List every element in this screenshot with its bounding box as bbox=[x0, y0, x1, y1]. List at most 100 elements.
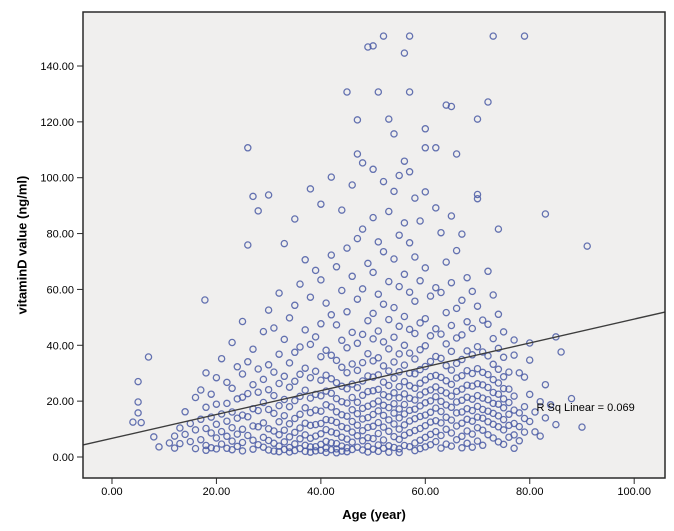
data-point bbox=[499, 395, 508, 403]
data-point bbox=[390, 187, 398, 196]
data-point bbox=[343, 412, 351, 420]
data-point bbox=[478, 426, 487, 434]
data-point bbox=[379, 338, 388, 346]
data-point bbox=[306, 293, 315, 301]
data-point bbox=[390, 389, 398, 397]
data-point bbox=[343, 385, 351, 393]
data-point bbox=[280, 411, 289, 420]
data-point bbox=[249, 380, 257, 389]
data-point bbox=[275, 401, 283, 410]
data-point bbox=[421, 144, 430, 152]
data-point bbox=[437, 354, 445, 363]
data-point bbox=[447, 278, 456, 287]
data-point bbox=[499, 328, 508, 336]
data-point bbox=[531, 428, 539, 436]
data-point bbox=[400, 270, 409, 279]
data-point bbox=[494, 412, 503, 420]
data-point bbox=[317, 276, 325, 284]
data-point bbox=[484, 370, 492, 379]
data-point bbox=[379, 247, 388, 256]
data-point bbox=[536, 397, 544, 406]
data-point bbox=[228, 437, 236, 445]
data-point bbox=[473, 364, 482, 373]
data-point bbox=[374, 429, 383, 438]
data-point bbox=[583, 242, 591, 250]
data-point bbox=[338, 397, 346, 406]
data-point bbox=[233, 442, 242, 451]
data-point bbox=[285, 359, 294, 367]
data-point bbox=[291, 428, 299, 437]
data-point bbox=[238, 447, 247, 455]
data-point bbox=[468, 369, 477, 378]
data-point bbox=[358, 159, 367, 167]
data-point bbox=[546, 401, 555, 409]
data-point bbox=[552, 420, 560, 429]
data-point bbox=[468, 430, 477, 438]
data-point bbox=[129, 418, 137, 426]
data-point bbox=[369, 335, 377, 343]
data-point bbox=[228, 423, 236, 432]
data-point bbox=[369, 165, 377, 174]
data-point bbox=[254, 207, 262, 215]
data-point bbox=[369, 309, 377, 318]
data-point bbox=[270, 447, 278, 455]
data-point bbox=[353, 398, 362, 407]
data-point bbox=[364, 349, 372, 358]
data-point bbox=[374, 354, 383, 362]
data-point bbox=[463, 318, 471, 326]
y-tick-label: 60.00 bbox=[46, 284, 74, 296]
data-point bbox=[134, 377, 142, 386]
data-point bbox=[405, 442, 414, 451]
data-point bbox=[385, 403, 393, 412]
data-point bbox=[280, 372, 289, 381]
data-point bbox=[447, 392, 456, 400]
data-point bbox=[478, 348, 487, 356]
data-point bbox=[285, 314, 294, 322]
data-point bbox=[291, 414, 299, 423]
data-point bbox=[525, 417, 534, 426]
data-point bbox=[437, 228, 445, 237]
data-point bbox=[353, 116, 362, 124]
data-point bbox=[228, 384, 236, 393]
data-point bbox=[400, 390, 409, 398]
data-point bbox=[264, 306, 273, 314]
data-point bbox=[390, 255, 398, 263]
data-point bbox=[400, 49, 409, 57]
data-point bbox=[353, 150, 362, 158]
data-point bbox=[400, 312, 409, 321]
data-point bbox=[338, 411, 346, 419]
data-point bbox=[442, 308, 450, 317]
data-point bbox=[311, 406, 320, 414]
data-point bbox=[285, 402, 294, 411]
data-point bbox=[395, 445, 403, 453]
data-point bbox=[348, 272, 356, 281]
data-point bbox=[494, 344, 503, 353]
x-tick-label: 20.00 bbox=[203, 486, 231, 498]
data-point bbox=[332, 418, 341, 427]
data-point bbox=[343, 88, 351, 96]
data-point bbox=[364, 433, 372, 442]
data-point bbox=[520, 428, 529, 436]
y-tick-label: 100.00 bbox=[40, 173, 74, 185]
data-point bbox=[338, 447, 346, 455]
data-point bbox=[379, 362, 388, 370]
data-point bbox=[348, 181, 356, 189]
data-point bbox=[421, 376, 430, 384]
data-point bbox=[332, 394, 341, 403]
data-point bbox=[390, 130, 398, 138]
data-point bbox=[275, 350, 283, 358]
data-point bbox=[421, 188, 430, 196]
data-point bbox=[353, 295, 362, 303]
data-point bbox=[385, 448, 393, 456]
data-point bbox=[353, 366, 362, 375]
data-point bbox=[505, 410, 513, 419]
data-point bbox=[494, 379, 503, 387]
data-point bbox=[374, 327, 383, 335]
data-point bbox=[197, 435, 205, 444]
data-point bbox=[437, 419, 445, 427]
x-axis-title: Age (year) bbox=[342, 507, 406, 522]
data-point bbox=[499, 353, 508, 362]
y-tick-label: 120.00 bbox=[40, 117, 74, 129]
data-point bbox=[416, 217, 424, 225]
